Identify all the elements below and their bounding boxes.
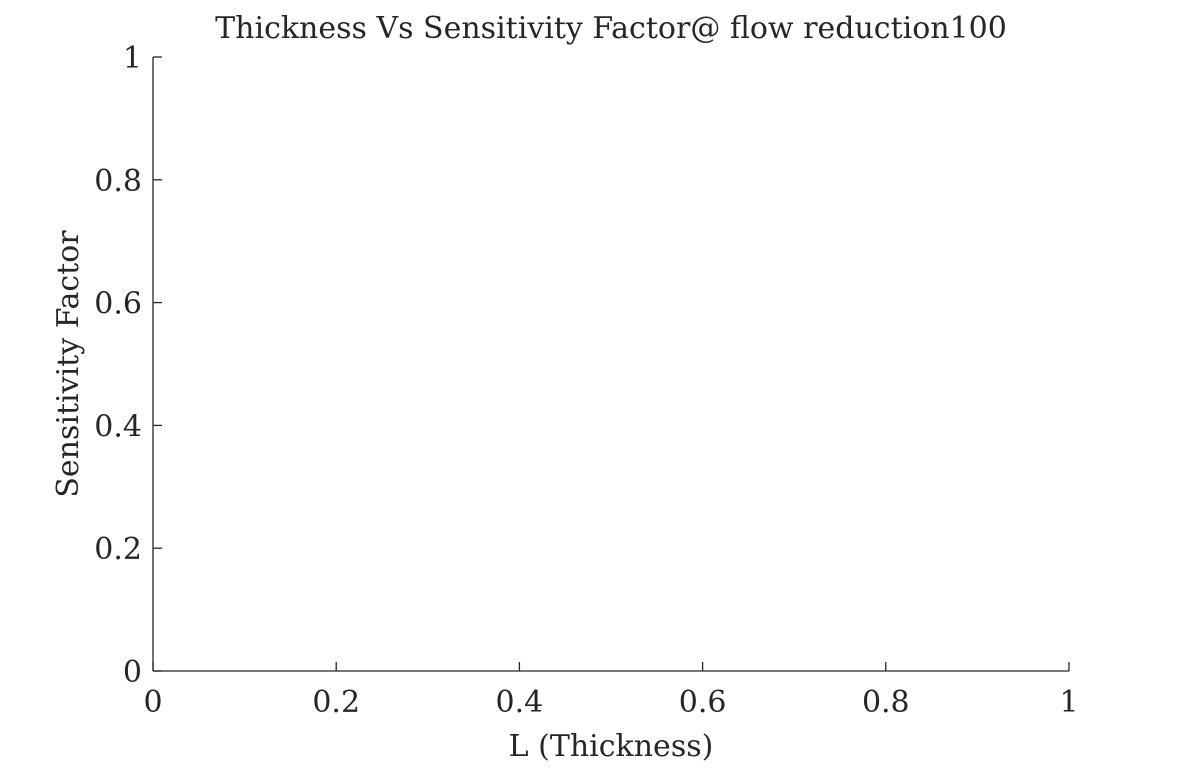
x-axis-ticks: 0 0.2 0.4 0.6 0.8 1 bbox=[143, 662, 1079, 720]
x-tick-label: 1 bbox=[1059, 685, 1078, 720]
x-tick-label: 0.2 bbox=[312, 685, 360, 720]
chart-title: Thickness Vs Sensitivity Factor@ flow re… bbox=[215, 11, 1007, 46]
x-axis-title: L (Thickness) bbox=[509, 729, 714, 764]
y-axis-title: Sensitivity Factor bbox=[51, 230, 86, 498]
x-tick-label: 0.6 bbox=[679, 685, 727, 720]
x-tick-label: 0 bbox=[143, 685, 162, 720]
y-tick-label: 0.6 bbox=[94, 287, 142, 322]
y-tick-label: 0.2 bbox=[94, 532, 142, 567]
y-tick-label: 0 bbox=[123, 655, 142, 690]
plot-axes bbox=[152, 57, 1069, 672]
x-tick-label: 0.8 bbox=[862, 685, 910, 720]
x-tick-label: 0.4 bbox=[496, 685, 544, 720]
y-tick-label: 0.8 bbox=[94, 164, 142, 199]
y-tick-label: 1 bbox=[123, 41, 142, 76]
y-axis-ticks: 0 0.2 0.4 0.6 0.8 1 bbox=[94, 41, 162, 690]
y-tick-label: 0.4 bbox=[94, 409, 142, 444]
